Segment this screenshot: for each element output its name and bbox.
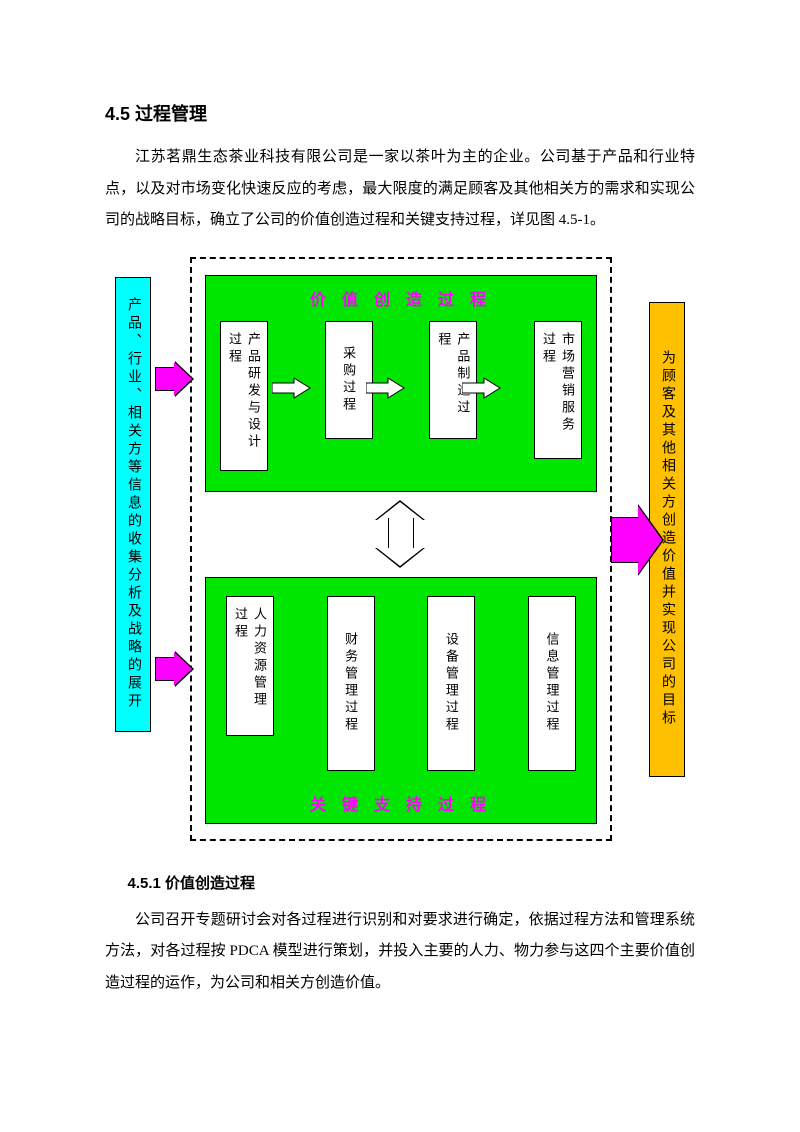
process-box: 信息管理过程 (528, 596, 576, 771)
section-heading: 4.5 过程管理 (105, 100, 695, 126)
pink-arrow-icon (155, 367, 175, 391)
bidirectional-arrow-icon (375, 500, 425, 568)
left-input-box: 产品、行业、相关方等信息的收集分析及战略的展开 (115, 277, 151, 732)
subsection-heading: 4.5.1 价值创造过程 (105, 872, 695, 893)
process-diagram: 产品、行业、相关方等信息的收集分析及战略的展开 为顾客及其他相关方创造价值并实现… (115, 257, 685, 842)
intro-paragraph: 江苏茗鼎生态茶业科技有限公司是一家以茶叶为主的企业。公司基于产品和行业特点，以及… (105, 142, 695, 237)
process-box: 人力资源管理过程 (226, 596, 274, 736)
value-creation-title: 价 值 创 造 过 程 (206, 286, 596, 310)
flow-arrow-icon (272, 376, 312, 400)
flow-arrow-icon (366, 376, 406, 400)
body-paragraph: 公司召开专题研讨会对各过程进行识别和对要求进行确定，依据过程方法和管理系统方法，… (105, 905, 695, 1000)
key-support-box: 人力资源管理过程 财务管理过程 设备管理过程 信息管理过程 关 键 支 持 过 … (205, 577, 597, 824)
value-creation-box: 价 值 创 造 过 程 产品研发与设计过程 采购过程 产品制造过程 市场营销服务… (205, 275, 597, 492)
document-page: 4.5 过程管理 江苏茗鼎生态茶业科技有限公司是一家以茶叶为主的企业。公司基于产… (0, 0, 800, 1059)
output-arrow-icon (611, 517, 639, 563)
flow-arrow-icon (462, 376, 502, 400)
process-box: 市场营销服务过程 (534, 321, 582, 459)
support-process-row: 人力资源管理过程 财务管理过程 设备管理过程 信息管理过程 (226, 596, 576, 771)
pink-arrow-icon (155, 657, 175, 681)
process-box: 产品研发与设计过程 (220, 321, 268, 471)
process-box: 财务管理过程 (327, 596, 375, 771)
key-support-title: 关 键 支 持 过 程 (206, 791, 596, 815)
process-box: 设备管理过程 (427, 596, 475, 771)
